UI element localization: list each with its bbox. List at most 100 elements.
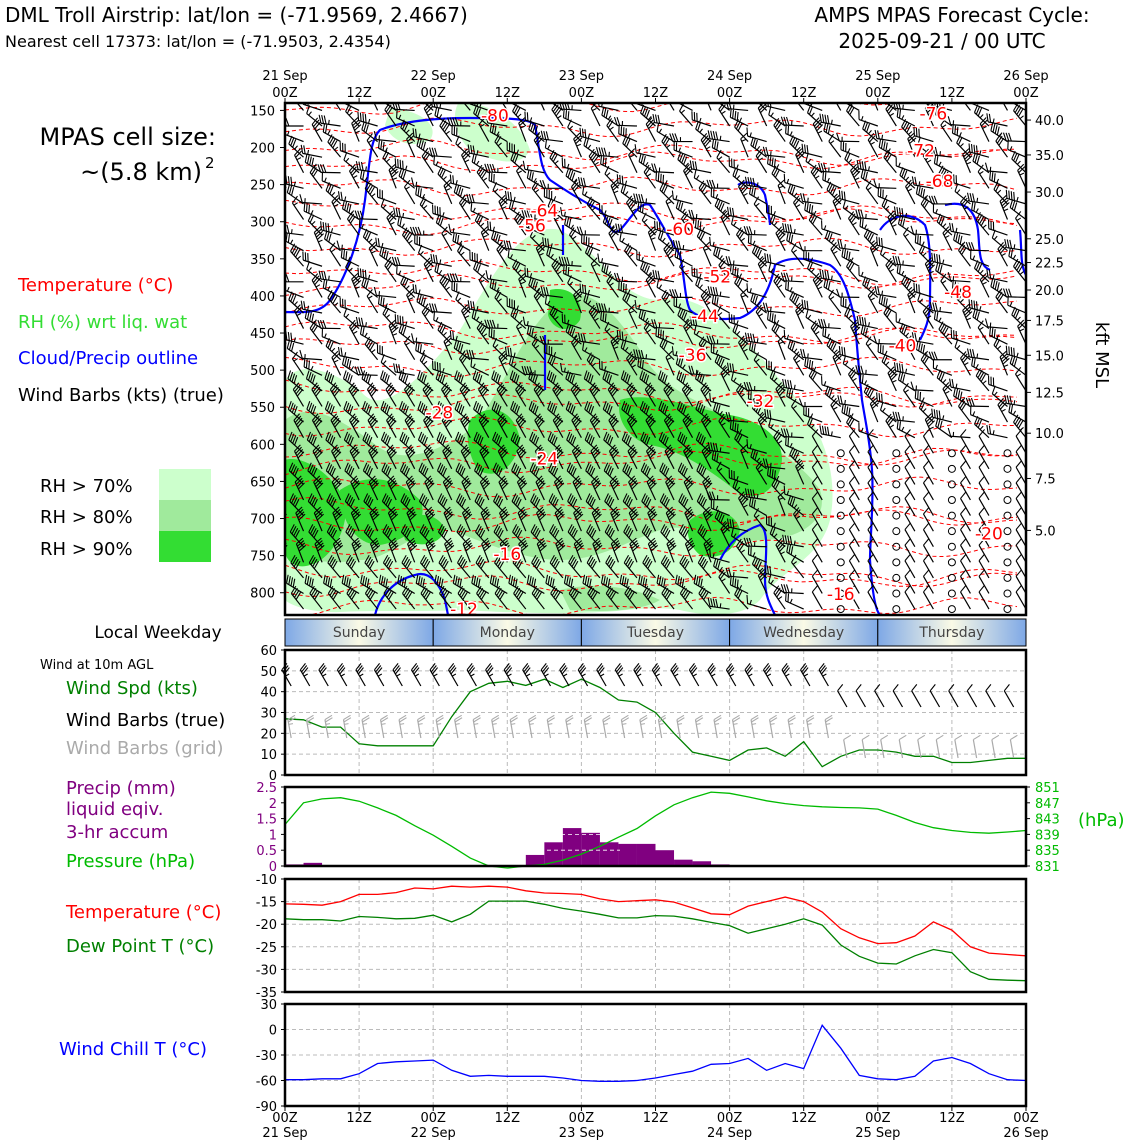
wind-barb-shaft — [573, 138, 582, 158]
wind-barb-feather — [420, 577, 423, 587]
wind-barb-feather — [390, 542, 398, 550]
wind-barb-shaft — [350, 481, 360, 501]
wind-barb-feather — [664, 384, 671, 393]
wind-barb-feather — [370, 508, 378, 516]
wind-barb-feather — [514, 578, 518, 588]
wind-barb-feather — [539, 98, 543, 100]
wind-barb-feather — [388, 386, 395, 395]
wind-barb-feather — [588, 248, 594, 257]
wind-barb-feather — [678, 524, 684, 533]
wind-barb-feather — [507, 191, 510, 201]
wind-barb-feather — [311, 157, 315, 167]
wind-barb-feather — [741, 294, 747, 298]
wind-barb-feather — [848, 314, 853, 319]
wind-barb-feather — [601, 262, 605, 272]
wind-barb-feather — [598, 303, 602, 312]
temperature-contour — [285, 509, 1018, 533]
wind-barb-feather — [480, 475, 487, 483]
wind-barb-feather — [722, 209, 727, 214]
wind-barb-feather — [857, 209, 862, 219]
wind-barb-feather — [416, 293, 420, 302]
wind-barb-shaft — [535, 481, 545, 501]
wind-barb-feather — [679, 308, 684, 318]
wind-barb-feather — [362, 462, 368, 471]
wind-barb-feather — [755, 304, 762, 313]
wind-barb-feather — [287, 370, 292, 379]
wind-barb-shaft — [289, 531, 304, 548]
wind-barb-feather — [371, 451, 379, 459]
wind-barb-feather — [315, 480, 323, 488]
wind-barb-feather — [612, 511, 620, 519]
wind-barb-feather — [825, 279, 829, 289]
wind-barb-feather — [794, 140, 800, 149]
wind-barb-feather — [693, 325, 697, 334]
wind-barb-feather — [330, 558, 336, 567]
wind-barb-feather — [362, 228, 368, 238]
wind-barb-feather — [674, 248, 677, 258]
wind-barb-feather — [348, 382, 355, 390]
wind-barb-shaft — [348, 326, 360, 345]
wind-barb-feather — [701, 226, 705, 232]
wind-barb-feather — [426, 420, 434, 428]
wind-barb-feather — [785, 428, 790, 438]
wind-barb-feather — [643, 373, 648, 383]
wind-barb-feather — [354, 366, 359, 375]
wind-barb-feather — [758, 259, 766, 267]
wind-barb-feather — [437, 524, 443, 533]
wind-barb-feather — [314, 477, 322, 485]
wind-barb-feather — [567, 266, 570, 276]
wind-barb-feather — [870, 397, 878, 405]
wind-barb-feather — [696, 175, 700, 180]
wind-barb-feather — [412, 283, 415, 293]
wind-barb-feather — [314, 277, 321, 286]
wind-barb-feather — [348, 360, 352, 369]
wind-barb-shaft — [792, 202, 805, 220]
wind-barb-shaft — [487, 278, 508, 283]
wind-barb-feather — [630, 389, 637, 397]
wind-barb-feather — [591, 362, 596, 367]
wind-barb-shaft — [364, 562, 379, 579]
wind-barb-feather — [786, 178, 790, 184]
wind-barb-shaft — [562, 321, 582, 330]
wind-barb-shaft — [720, 528, 731, 547]
wind-barb-feather — [457, 243, 463, 252]
wind-barb-shaft — [598, 261, 619, 267]
wind-barb-feather — [524, 210, 528, 219]
wind-barb-feather — [780, 272, 785, 281]
wind-barb-shaft — [757, 575, 768, 594]
wind-barb-feather — [542, 335, 547, 345]
wind-barb-feather — [495, 136, 502, 145]
wind-barb-feather — [517, 326, 522, 330]
wind-barb-feather — [457, 577, 460, 587]
wind-barb-feather — [616, 330, 619, 339]
wind-barb-feather — [609, 228, 617, 236]
wind-barb-shaft — [617, 182, 638, 189]
wind-barb-feather — [366, 578, 370, 588]
wind-barb-feather — [736, 423, 739, 433]
wind-barb-feather — [732, 109, 735, 119]
wind-barb-shaft — [787, 502, 805, 517]
wind-barb-feather — [491, 319, 496, 329]
wind-barb-feather — [476, 316, 480, 321]
wind-barb-feather — [715, 247, 719, 257]
wind-barb-feather — [611, 449, 619, 457]
wind-barb-feather — [646, 329, 652, 333]
wind-barb-feather — [844, 94, 845, 103]
wind-barb-feather — [740, 549, 745, 553]
wind-barb-feather — [442, 467, 448, 477]
wind-barb-feather — [648, 508, 656, 516]
wind-barb-feather — [740, 237, 745, 242]
wind-barb-feather — [417, 226, 422, 236]
wind-barb-shaft — [545, 147, 564, 158]
wind-barb-shaft — [642, 562, 656, 579]
wind-barb-feather — [709, 548, 712, 558]
wind-barb-feather — [294, 415, 302, 423]
wind-barb-shaft — [419, 500, 434, 516]
wind-barb-feather — [808, 359, 811, 369]
wind-barb-feather — [369, 186, 375, 195]
wind-barb-feather — [779, 389, 786, 397]
wind-barb-feather — [359, 210, 364, 220]
wind-barb-feather — [643, 164, 650, 173]
wind-barb-feather — [554, 217, 560, 221]
wind-barb-feather — [638, 148, 641, 154]
